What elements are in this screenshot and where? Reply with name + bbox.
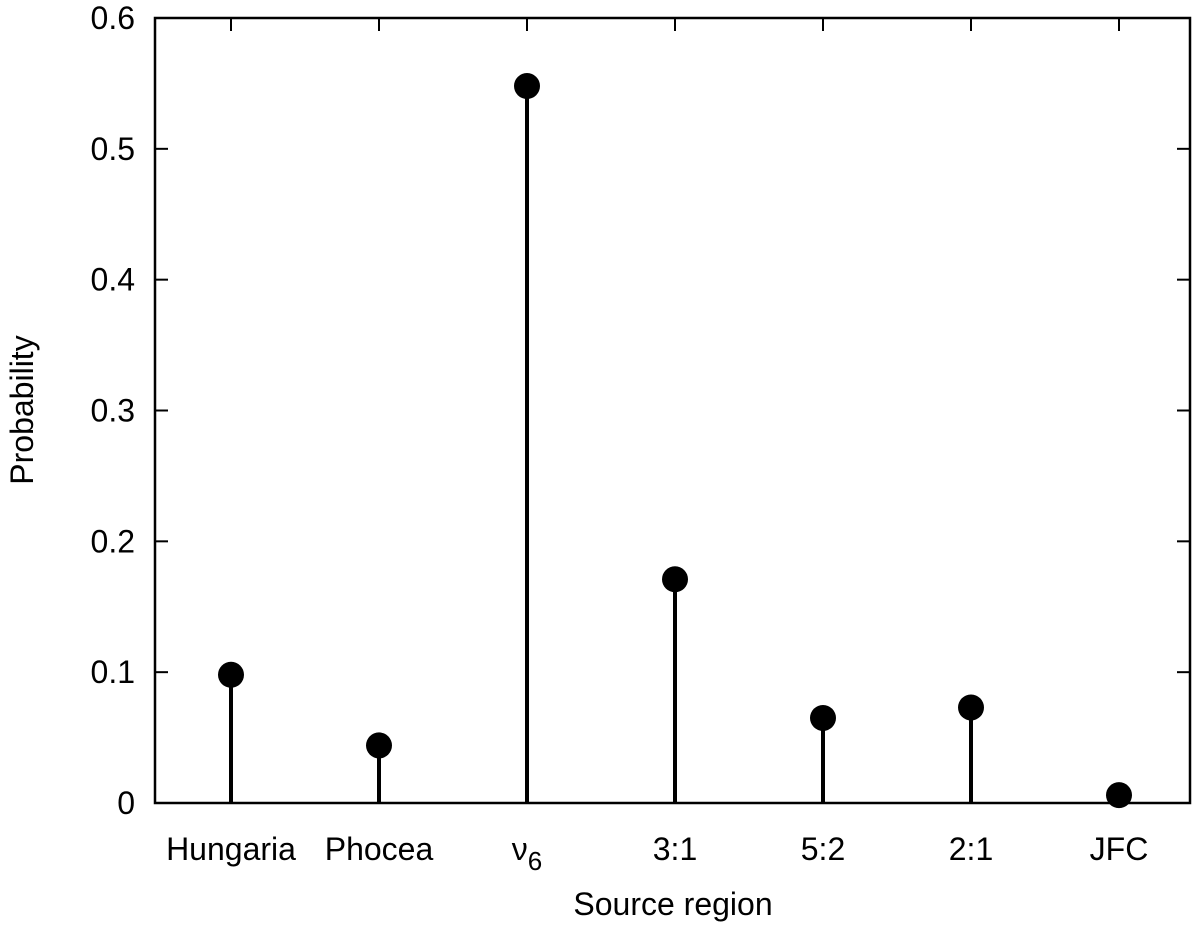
x-tick-label: JFC [1090,831,1149,867]
y-axis: 0 0.1 0.2 0.3 0.4 0.5 0.6 [91,0,1190,821]
y-tick-label: 0.3 [91,393,135,429]
x-axis: Hungaria Phocea ν6 3:1 5:2 2:1 JFC [166,18,1148,876]
x-axis-title: Source region [573,886,772,922]
markers [218,73,1132,809]
y-tick-label: 0 [117,785,135,821]
data-point-7 [1106,782,1132,809]
data-point-5 [810,704,836,731]
data-point-1 [218,661,244,688]
data-point-4 [662,566,688,593]
y-tick-label: 0.4 [91,262,135,298]
y-tick-label: 0.1 [91,654,135,690]
data-point-6 [958,694,984,721]
y-tick-label: 0.5 [91,131,135,167]
x-tick-label: 2:1 [949,831,993,867]
x-tick-label: Phocea [325,831,434,867]
x-tick-label: 5:2 [801,831,845,867]
x-tick-label: ν6 [512,831,542,876]
x-tick-label: 3:1 [653,831,697,867]
x-tick-label: Hungaria [166,831,296,867]
y-tick-label: 0.6 [91,0,135,36]
data-point-2 [366,732,392,759]
y-tick-label: 0.2 [91,523,135,559]
stems [229,86,1121,803]
y-axis-title: Probability [4,335,40,484]
plot-frame [153,16,1192,805]
data-point-3 [514,73,540,100]
